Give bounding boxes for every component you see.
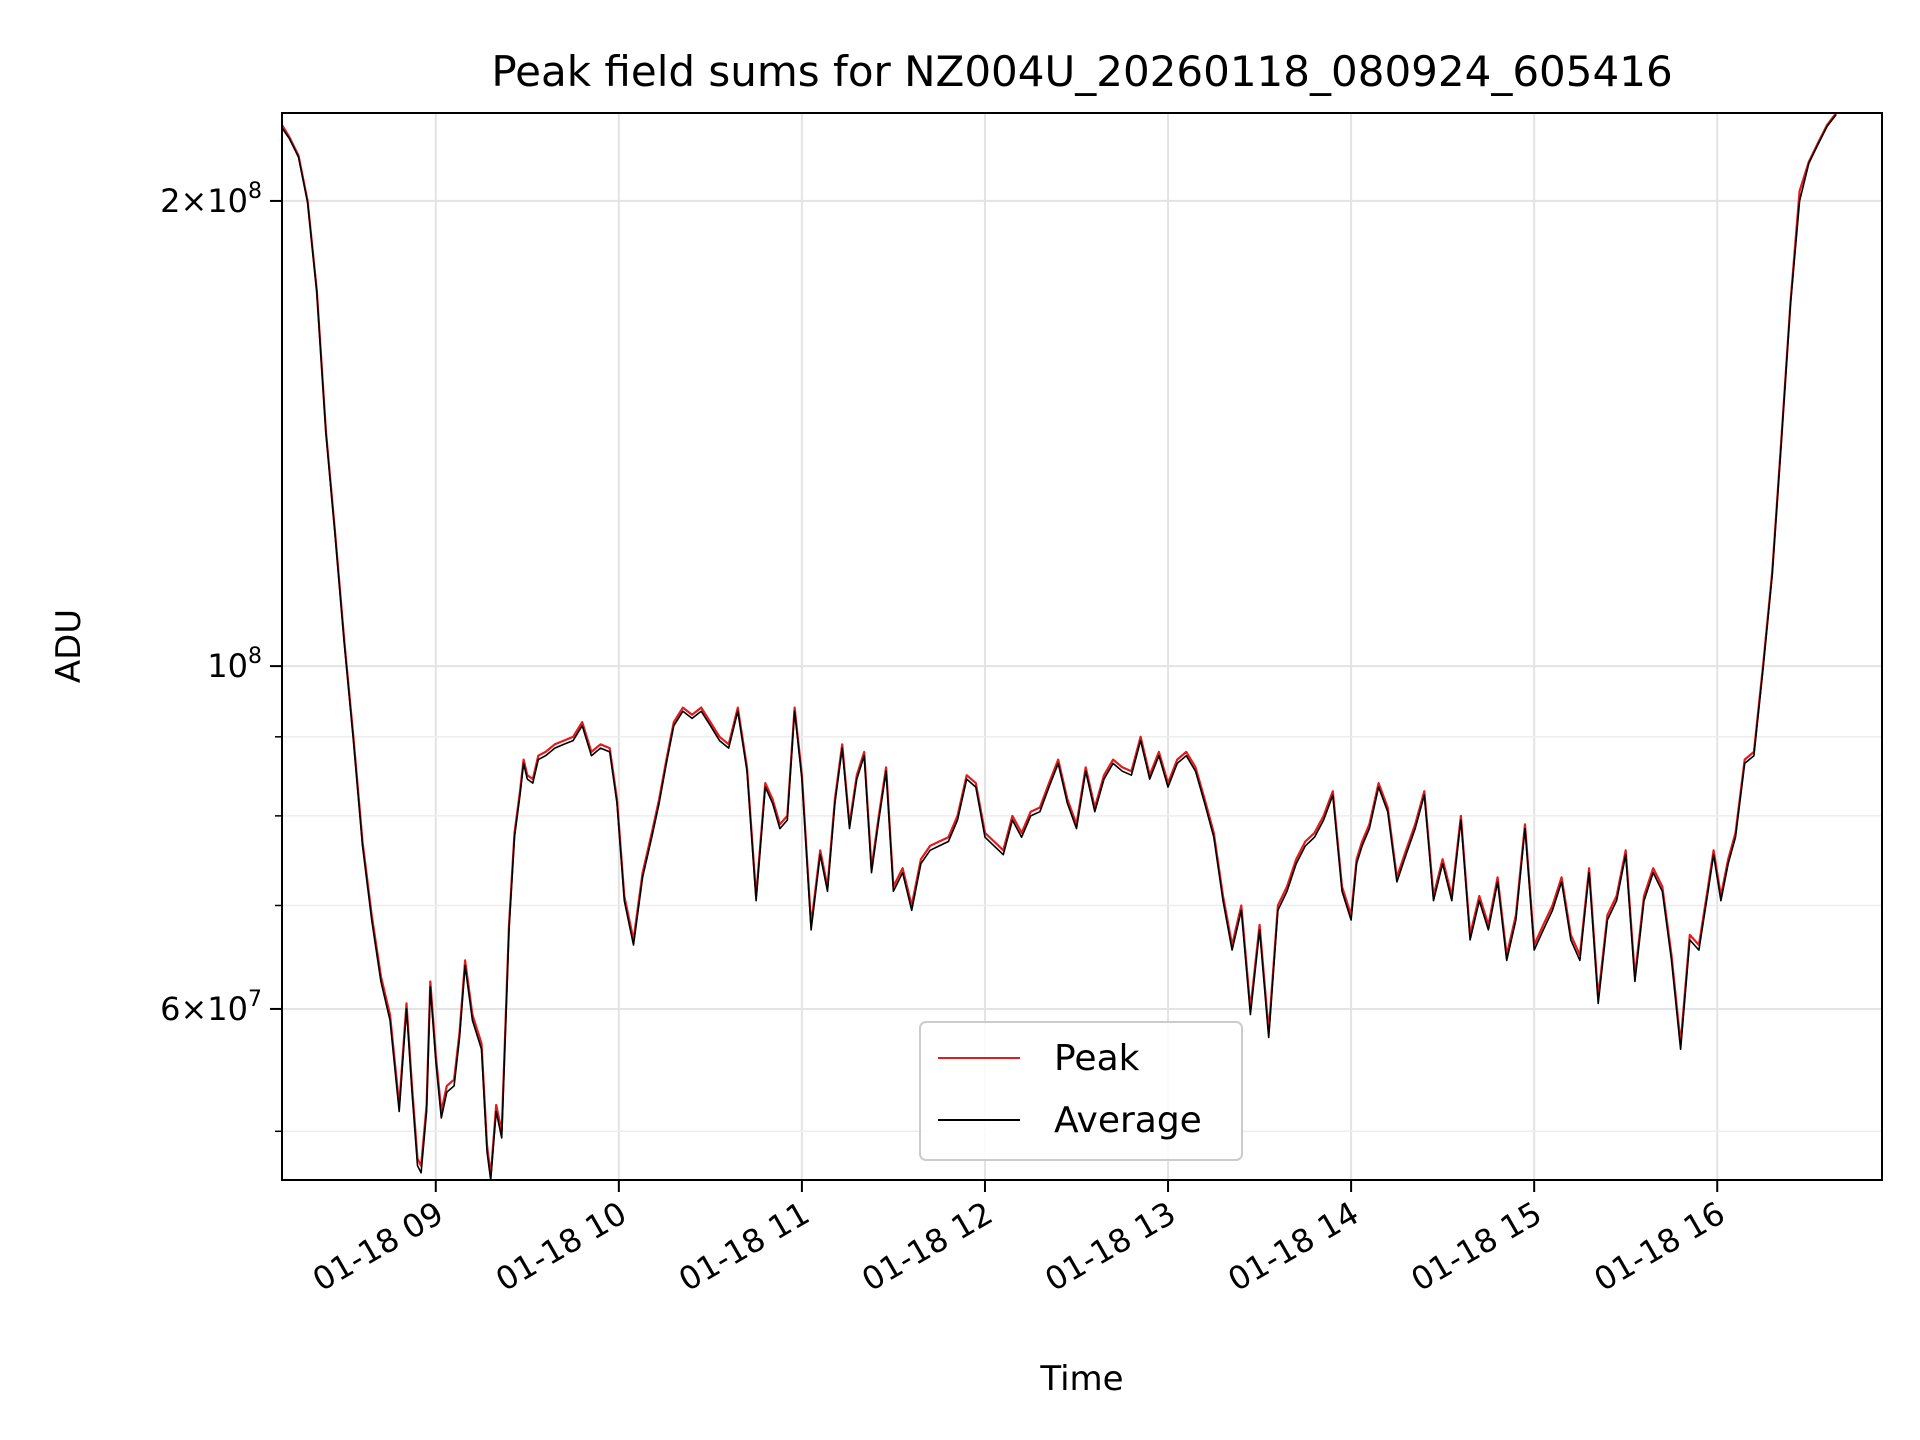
chart-title: Peak field sums for NZ004U_20260118_0809… xyxy=(491,47,1672,96)
x-axis-label: Time xyxy=(1039,1359,1123,1399)
y-tick-label-2: 2×108 xyxy=(160,179,262,220)
legend-box xyxy=(919,1021,1243,1161)
plot-area-series xyxy=(281,112,1838,1181)
legend-label-average: Average xyxy=(1054,1100,1202,1141)
y-axis-label: ADU xyxy=(49,609,89,683)
y-axis-ticks: 6×107 108 2×108 xyxy=(160,179,282,1133)
legend-label-peak: Peak xyxy=(1054,1038,1140,1079)
series-line-average xyxy=(281,114,1837,1181)
legend: Peak Average xyxy=(919,1021,1243,1161)
plot-frame xyxy=(281,112,1883,1181)
y-tick-label-0: 6×107 xyxy=(160,987,262,1028)
grid-lines xyxy=(282,113,1882,1180)
y-tick-label-1: 108 xyxy=(207,644,262,685)
